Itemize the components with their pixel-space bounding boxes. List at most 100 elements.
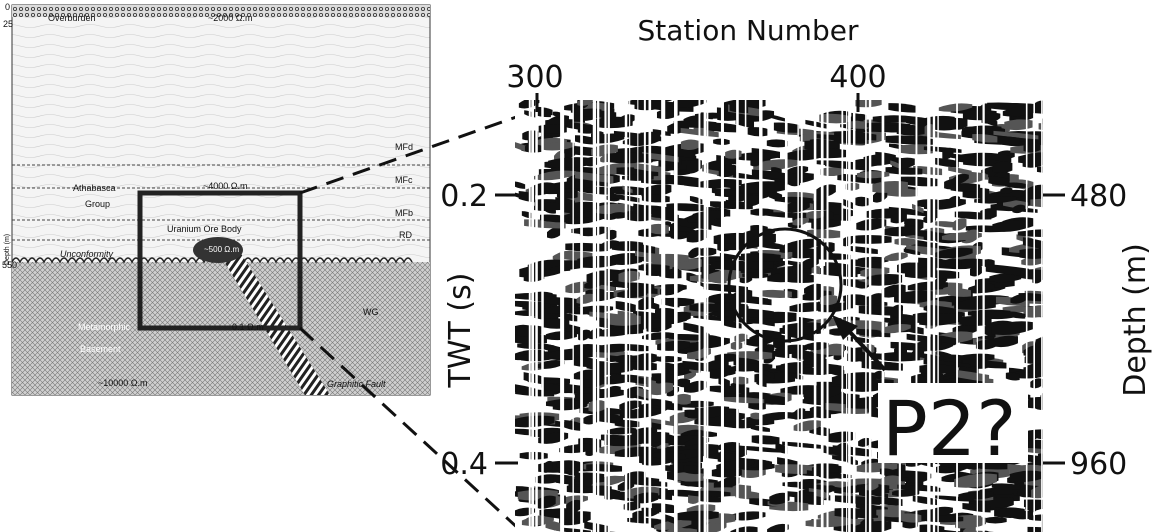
x-tick-label: 300: [506, 60, 563, 95]
seismic-wiggle: [972, 134, 998, 143]
seismic-wiggle: [884, 226, 921, 237]
seismic-wiggle: [1004, 182, 1028, 189]
seismic-wiggle: [543, 383, 564, 392]
seismic-wiggle: [920, 515, 964, 523]
seismic-wiggle: [1035, 335, 1045, 348]
label: WG: [363, 307, 379, 317]
seismic-wiggle: [538, 124, 567, 134]
seismic-wiggle: [655, 355, 682, 363]
overburden-layer: [12, 5, 430, 17]
seismic-wiggle: [761, 368, 775, 379]
seismic-wiggle: [1023, 365, 1045, 374]
label: ~4000 Ω.m: [203, 181, 248, 191]
label: Overburden: [48, 13, 96, 23]
seismic-wiggle: [894, 238, 917, 246]
seismic-wiggle: [888, 103, 917, 113]
seismic-wiggle: [537, 359, 565, 369]
seismic-wiggle: [934, 247, 973, 259]
seismic-wiggle: [904, 218, 922, 227]
seismic-wiggle: [1044, 312, 1045, 317]
connector-line: [298, 326, 522, 532]
seismic-wiggle: [1019, 248, 1045, 259]
depth-tick: 25: [3, 19, 13, 29]
seismic-wiggle: [644, 253, 689, 264]
seismic-wiggle: [1012, 204, 1025, 214]
y2-axis-title: Depth (m): [1118, 243, 1153, 397]
seismic-wiggle: [604, 438, 642, 447]
seismic-wiggle: [607, 427, 637, 435]
label: Athabasca: [73, 183, 116, 193]
seismic-wiggle: [686, 159, 702, 174]
seismic-wiggle: [695, 495, 722, 503]
y2-tick-label: 480: [1070, 179, 1127, 214]
label: Unconformity: [60, 249, 114, 259]
seismic-wiggle: [792, 216, 809, 226]
seismic-wiggle: [1047, 236, 1091, 246]
seismic-wiggle: [809, 406, 824, 414]
seismic-wiggle: [540, 141, 575, 151]
seismic-wiggle: [518, 191, 536, 203]
label: MFc: [395, 175, 413, 185]
seismic-wiggle: [970, 265, 982, 277]
seismic-wiggle: [1046, 337, 1066, 347]
seismic-wiggle: [575, 369, 609, 380]
seismic-wiggle: [858, 437, 872, 447]
seismic-wiggle: [938, 103, 973, 112]
seismic-wiggle: [992, 161, 1013, 174]
seismic-wiggle: [767, 523, 789, 532]
seismic-wiggle: [766, 350, 790, 359]
seismic-wiggle: [677, 378, 691, 388]
arrow-head: [832, 315, 858, 340]
seismic-wiggle: [754, 372, 795, 384]
ore-body: [193, 237, 243, 263]
seismic-wiggle: [884, 252, 908, 262]
seismic-wiggle: [542, 318, 570, 329]
seismic-wiggle: [766, 139, 788, 148]
seismic-wiggle: [954, 473, 997, 488]
arrow-shaft: [846, 328, 887, 372]
label: MFb: [395, 208, 413, 218]
seismic-wiggle: [515, 428, 543, 436]
seismic-wiggle: [546, 227, 563, 239]
seismic-wiggle: [988, 176, 1010, 186]
seismic-wiggle: [737, 308, 774, 319]
x-axis-title: Station Number: [638, 14, 859, 47]
seismic-wiggle: [592, 343, 635, 353]
seismic-wiggle: [689, 490, 731, 498]
seismic-wiggle: [575, 135, 595, 145]
seismic-wiggle: [951, 173, 969, 185]
seismic-wiggle: [536, 495, 556, 509]
seismic-wiggle: [725, 149, 742, 159]
seismic-wiggle: [1042, 118, 1045, 125]
y2-tick-label: 960: [1070, 447, 1127, 482]
seismic-wiggle: [948, 166, 972, 175]
label: Metamorphic: [78, 322, 131, 332]
seismic-wiggle: [625, 517, 663, 524]
seismic-wiggle: [948, 288, 971, 297]
seismic-wiggle: [633, 492, 659, 504]
seismic-wiggle: [890, 212, 907, 224]
seismic-wiggle: [959, 315, 992, 327]
seismic-wiggle: [843, 130, 877, 141]
seismic-wiggle: [567, 121, 599, 133]
seismic-wiggle: [892, 136, 934, 145]
seismic-wiggle: [572, 357, 598, 368]
seismic-wiggle: [542, 460, 553, 473]
seismic-wiggle: [726, 444, 746, 452]
seismic-wiggle: [609, 212, 629, 219]
seismic-wiggle: [1000, 187, 1013, 194]
seismic-wiggle: [729, 102, 749, 114]
seismic-wiggle: [760, 394, 787, 405]
seismic-wiggle: [1046, 124, 1081, 134]
seismic-wiggle: [613, 130, 648, 140]
seismic-wiggle: [1047, 360, 1086, 371]
seismic-wiggle: [1049, 231, 1064, 243]
seismic-wiggle: [545, 519, 562, 532]
label: Graphitic Fault: [327, 379, 386, 389]
seismic-wiggle: [620, 114, 635, 124]
seismic-wiggle: [650, 223, 669, 235]
y-tick-label: 0.4: [440, 447, 488, 482]
seismic-wiggle: [908, 472, 932, 484]
